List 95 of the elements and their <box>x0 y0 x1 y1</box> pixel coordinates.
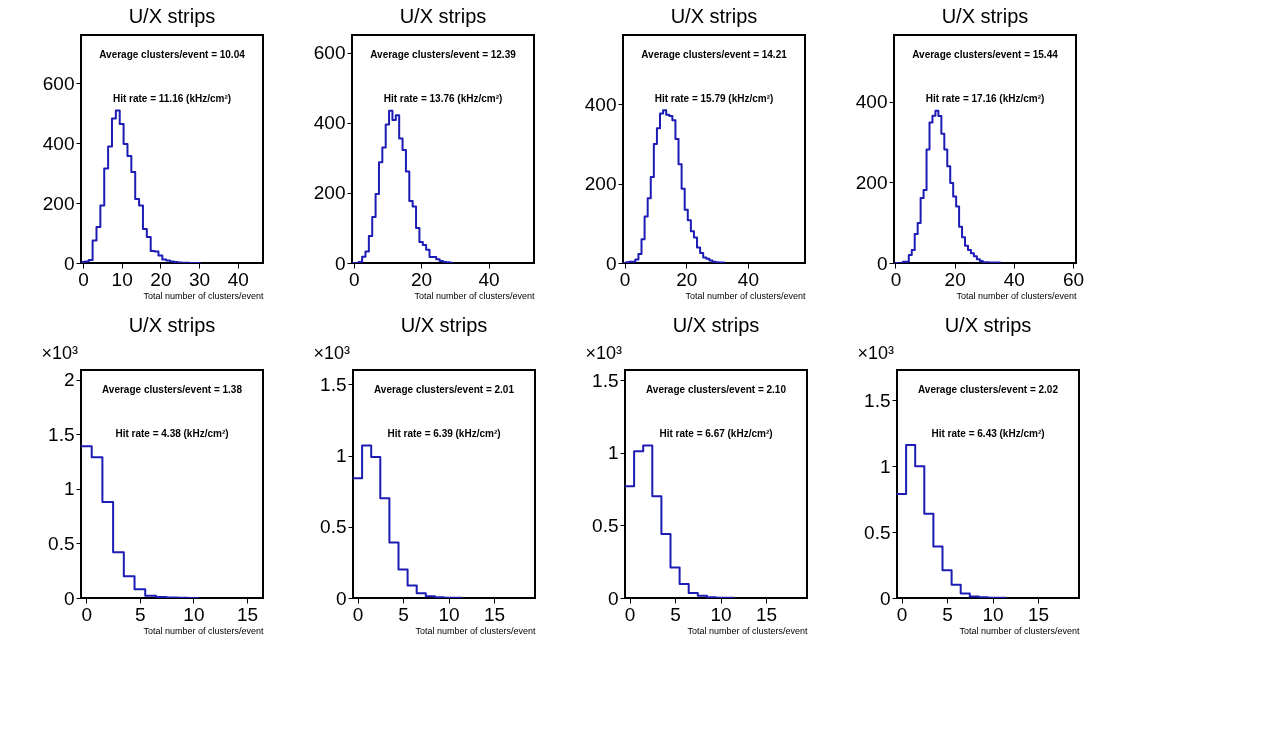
y-tick-label: 200 <box>313 182 346 204</box>
y-tick-label: 0 <box>607 587 619 609</box>
y-tick-label: 400 <box>42 132 75 154</box>
x-tick-label: 40 <box>737 268 759 290</box>
y-tick-label: 1 <box>63 478 75 500</box>
y-tick-label: 0 <box>335 587 347 609</box>
chart-title: U/X strips <box>399 5 487 27</box>
annotation: Average clusters/event = 1.38 <box>102 384 243 395</box>
y-tick-label: 400 <box>313 112 346 134</box>
y-tick-label: 1 <box>335 445 347 466</box>
x-tick-label: 60 <box>1062 268 1085 290</box>
annotation: Hit rate = 6.39 (kHz/cm²) <box>387 428 501 439</box>
y-axis-title: ×10³ <box>857 342 895 363</box>
y-tick-label: 0.5 <box>48 532 75 554</box>
x-tick-label: 0 <box>78 268 89 290</box>
x-axis-title: Total number of clusters/event <box>143 290 264 301</box>
y-tick-label: 1.5 <box>592 369 619 391</box>
x-axis-title: Total number of clusters/event <box>415 625 536 636</box>
y-axis-title: ×10³ <box>585 342 623 363</box>
y-tick-label: 0.5 <box>592 514 619 536</box>
annotation: Hit rate = 6.67 (kHz/cm²) <box>659 428 773 439</box>
y-tick-label: 400 <box>855 91 888 113</box>
x-tick-label: 20 <box>411 268 433 290</box>
x-tick-label: 10 <box>982 603 1004 625</box>
x-axis-title: Total number of clusters/event <box>687 625 808 636</box>
y-tick-label: 0 <box>63 587 75 609</box>
x-tick-label: 40 <box>1003 268 1025 290</box>
y-axis-title: ×10³ <box>41 342 79 363</box>
annotation: Hit rate = 11.16 (kHz/cm²) <box>112 93 232 104</box>
annotation: Average clusters/event = 12.39 <box>370 49 517 60</box>
x-tick-label: 10 <box>183 603 205 625</box>
y-tick-label: 0.5 <box>320 516 347 538</box>
x-tick-label: 20 <box>944 268 966 290</box>
x-tick-label: 0 <box>81 603 93 625</box>
y-tick-label: 1 <box>607 442 619 464</box>
chart-title: U/X strips <box>672 314 760 336</box>
x-tick-label: 5 <box>942 603 953 625</box>
x-tick-label: 10 <box>710 603 732 625</box>
y-tick-label: 0 <box>334 252 346 274</box>
y-tick-label: 0 <box>63 252 75 274</box>
x-tick-label: 0 <box>624 603 636 625</box>
annotation: Average clusters/event = 2.01 <box>374 384 515 395</box>
x-tick-label: 20 <box>150 268 172 290</box>
annotation: Average clusters/event = 10.04 <box>99 49 246 60</box>
x-tick-label: 10 <box>438 603 460 625</box>
annotation: Hit rate = 15.79 (kHz/cm²) <box>654 93 774 104</box>
chart-title: U/X strips <box>944 314 1032 336</box>
y-tick-label: 0 <box>879 587 891 609</box>
x-axis-title: Total number of clusters/event <box>685 290 806 301</box>
annotation: Hit rate = 17.16 (kHz/cm²) <box>925 93 1045 104</box>
x-tick-label: 15 <box>483 603 506 625</box>
y-tick-label: 0 <box>605 252 617 274</box>
annotation: Average clusters/event = 2.02 <box>918 384 1059 395</box>
x-tick-label: 30 <box>189 268 211 290</box>
y-tick-label: 200 <box>855 171 888 193</box>
y-tick-label: 600 <box>42 72 75 94</box>
annotation: Hit rate = 13.76 (kHz/cm²) <box>383 93 503 104</box>
x-tick-label: 5 <box>670 603 681 625</box>
y-tick-label: 0.5 <box>864 521 891 543</box>
y-tick-label: 0 <box>876 252 888 274</box>
x-tick-label: 40 <box>478 268 500 290</box>
annotation: Hit rate = 4.38 (kHz/cm²) <box>115 428 229 439</box>
x-tick-label: 15 <box>1027 603 1050 625</box>
y-tick-label: 200 <box>42 192 75 214</box>
x-tick-label: 5 <box>398 603 409 625</box>
chart-title: U/X strips <box>128 5 216 27</box>
y-tick-label: 400 <box>584 93 617 115</box>
y-tick-label: 600 <box>313 42 346 64</box>
chart-title: U/X strips <box>400 314 488 336</box>
chart-title: U/X strips <box>128 314 216 336</box>
x-tick-label: 10 <box>111 268 133 290</box>
annotation: Hit rate = 6.43 (kHz/cm²) <box>931 428 1045 439</box>
x-tick-label: 15 <box>236 603 259 625</box>
annotation: Average clusters/event = 2.10 <box>646 384 787 395</box>
x-axis-title: Total number of clusters/event <box>959 625 1080 636</box>
x-axis-title: Total number of clusters/event <box>414 290 535 301</box>
chart-title: U/X strips <box>941 5 1029 27</box>
x-tick-label: 0 <box>352 603 364 625</box>
x-tick-label: 5 <box>135 603 146 625</box>
x-tick-label: 0 <box>896 603 908 625</box>
y-tick-label: 200 <box>584 173 617 195</box>
x-tick-label: 15 <box>755 603 778 625</box>
chart-title: U/X strips <box>670 5 758 27</box>
y-tick-label: 2 <box>63 369 75 391</box>
y-tick-label: 1.5 <box>320 373 347 395</box>
annotation: Average clusters/event = 14.21 <box>641 49 788 60</box>
y-tick-label: 1 <box>879 455 891 477</box>
x-tick-label: 40 <box>227 268 249 290</box>
x-tick-label: 20 <box>676 268 698 290</box>
y-tick-label: 1.5 <box>48 423 75 445</box>
x-axis-title: Total number of clusters/event <box>956 290 1077 301</box>
annotation: Average clusters/event = 15.44 <box>912 49 1059 60</box>
x-axis-title: Total number of clusters/event <box>143 625 264 636</box>
y-tick-label: 1.5 <box>864 389 891 411</box>
y-axis-title: ×10³ <box>313 342 351 363</box>
